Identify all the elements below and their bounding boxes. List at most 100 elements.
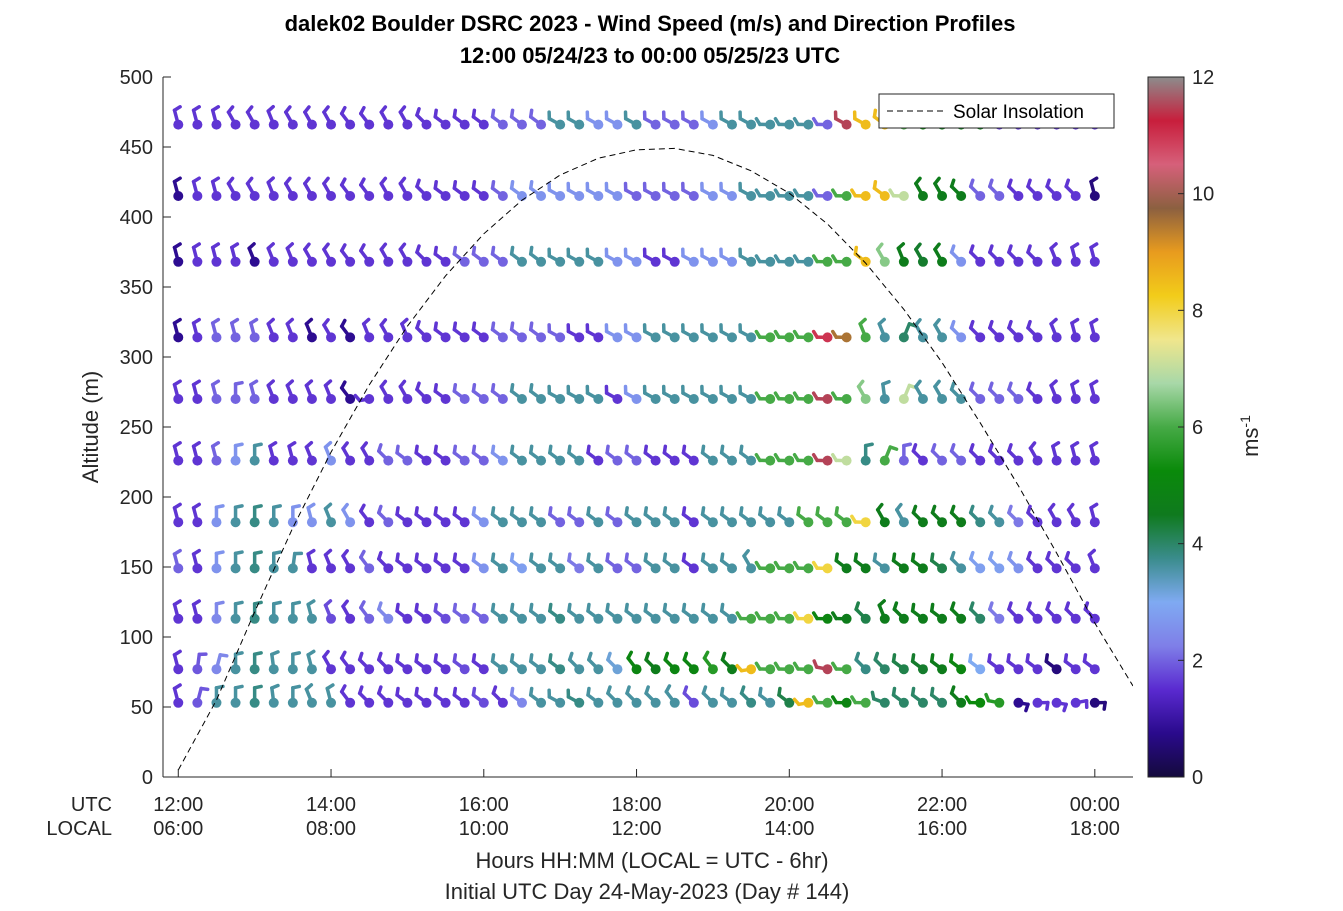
wind-barb	[303, 105, 317, 130]
barb-feather	[1070, 379, 1080, 387]
wind-barb	[719, 552, 738, 574]
barb-feather	[644, 651, 650, 662]
wind-barb	[1047, 502, 1062, 528]
wind-barb	[471, 321, 489, 343]
barb-feather	[377, 651, 383, 662]
barb-feather	[811, 329, 819, 339]
wind-barb	[377, 601, 394, 624]
wind-barb	[834, 506, 852, 528]
wind-barb	[1013, 697, 1030, 713]
wind-barb	[719, 181, 738, 201]
wind-barb	[662, 506, 680, 528]
barb-dot	[249, 256, 260, 267]
barb-feather	[548, 506, 553, 517]
barb-feather	[773, 611, 781, 621]
wind-barb	[249, 651, 263, 675]
barb-dot	[707, 455, 718, 466]
wind-barb	[339, 177, 356, 201]
wind-barb	[1082, 653, 1100, 675]
barb-dot	[803, 613, 814, 624]
wind-barb	[1049, 379, 1062, 404]
wind-barb	[702, 650, 718, 675]
wind-barb	[852, 110, 871, 130]
wind-barb	[910, 602, 928, 624]
wind-barb	[754, 391, 776, 404]
wind-barb	[1083, 601, 1100, 624]
barb-dot	[230, 191, 241, 201]
barb-feather	[233, 550, 244, 556]
x-tick-label-local: 14:00	[764, 818, 814, 840]
wind-barb	[303, 176, 317, 201]
barb-feather	[681, 552, 687, 563]
wind-barb	[245, 105, 260, 130]
wind-barb	[875, 502, 890, 528]
barb-row	[172, 379, 1100, 404]
barb-feather	[1026, 601, 1032, 612]
wind-barb	[719, 506, 738, 528]
wind-barb	[341, 549, 356, 574]
wind-barb	[854, 601, 871, 624]
barb-feather	[306, 502, 316, 510]
wind-barb	[433, 444, 451, 466]
solar-insolation-curve	[177, 147, 1133, 771]
barb-feather	[172, 242, 182, 250]
barb-dot	[631, 119, 642, 130]
wind-barb	[773, 329, 795, 343]
barb-feather	[433, 245, 438, 256]
barb-dot	[516, 394, 527, 404]
barb-dot	[631, 455, 642, 466]
barb-dot	[268, 256, 279, 267]
barb-dot	[765, 517, 776, 528]
wind-barb	[230, 504, 244, 528]
wind-barb	[1045, 550, 1062, 574]
y-tick-label: 250	[120, 417, 153, 439]
wind-barb	[1007, 319, 1024, 343]
wind-barb	[1070, 697, 1089, 710]
barb-dot	[345, 664, 356, 675]
barb-feather	[891, 653, 897, 664]
wind-barb	[566, 110, 585, 130]
barb-dot	[497, 563, 508, 574]
barb-feather	[414, 686, 419, 697]
barb-feather	[433, 552, 438, 563]
barb-feather	[968, 178, 975, 189]
barb-feather	[758, 686, 763, 697]
barb-dot	[917, 455, 928, 466]
wind-barb	[988, 178, 1005, 201]
barb-row	[172, 317, 1100, 343]
wind-barb	[306, 599, 317, 624]
wind-barb	[1051, 697, 1068, 713]
barb-dot	[784, 517, 795, 528]
barb-dot	[803, 697, 814, 708]
wind-barb	[566, 688, 585, 708]
wind-barb	[1064, 550, 1081, 574]
x-tick-label-local: 08:00	[306, 818, 356, 840]
wind-barb	[831, 452, 852, 466]
barb-feather	[210, 176, 221, 184]
wind-barb	[624, 602, 642, 624]
barb-dot	[1051, 697, 1062, 708]
barb-feather	[303, 176, 311, 186]
wind-barb	[812, 659, 833, 675]
barb-feather	[285, 242, 295, 251]
wind-barb	[738, 384, 757, 404]
chart-title: dalek02 Boulder DSRC 2023 - Wind Speed (…	[285, 11, 1016, 36]
barb-feather	[360, 441, 368, 450]
wind-barb	[682, 651, 699, 675]
barb-dot	[249, 664, 260, 675]
barb-feather	[252, 550, 263, 556]
wind-barb	[1064, 601, 1081, 624]
barb-dot	[898, 613, 909, 624]
barb-dot	[402, 613, 413, 624]
barb-dot	[516, 256, 527, 267]
wind-barb	[811, 116, 833, 130]
barb-dot	[803, 119, 814, 130]
wind-barb	[792, 611, 814, 624]
barb-feather	[191, 242, 201, 250]
barb-dot	[631, 613, 642, 624]
barb-dot	[1032, 332, 1043, 343]
barb-feather	[361, 317, 371, 326]
wind-barb	[856, 379, 871, 404]
wind-barb	[414, 653, 432, 675]
